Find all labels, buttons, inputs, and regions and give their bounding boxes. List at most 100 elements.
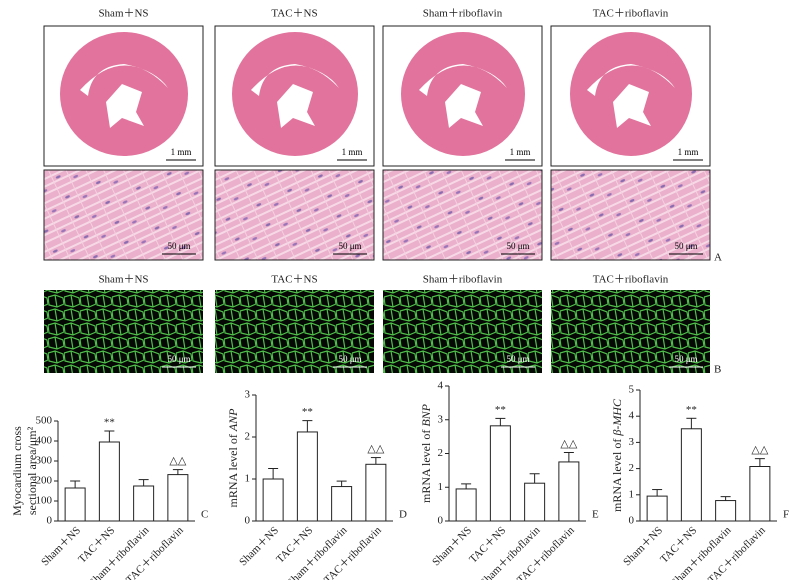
bar [331, 486, 353, 522]
he-image [550, 169, 711, 261]
x-tick-label: Sham＋NS [430, 524, 474, 568]
bar [64, 487, 86, 522]
significance-mark: ** [104, 417, 115, 429]
panel-letter: E [592, 509, 599, 521]
significance-mark: △△ [560, 438, 577, 450]
bar [524, 482, 546, 522]
bar [715, 500, 737, 522]
scale-text: 50 μm [674, 241, 697, 251]
bar [365, 463, 387, 522]
bar [98, 441, 120, 522]
y-tick-label: 200 [36, 475, 53, 487]
y-tick-label: 2 [438, 447, 444, 459]
significance-mark: △△ [367, 443, 384, 455]
bar [262, 478, 284, 522]
bar [749, 466, 771, 522]
panel-letter: F [783, 509, 789, 521]
y-axis-label-part: mRNA level of [226, 431, 240, 507]
y-tick-label: 2 [245, 431, 251, 443]
panel-label: Sham＋riboflavin [423, 274, 503, 286]
panel-label: Sham＋NS [98, 274, 148, 286]
y-tick-label: 400 [36, 435, 53, 447]
y-axis-label-part: β-MHC [610, 398, 624, 437]
scale-text: 50 μm [506, 241, 529, 251]
y-tick-label: 1 [629, 488, 635, 500]
scale-text: 1 mm [171, 147, 192, 157]
fluorescence-image [44, 290, 203, 373]
panel-letter: D [399, 509, 407, 521]
scale-text: 50 μm [167, 241, 190, 251]
x-tick-label: TAC＋riboflavin [322, 524, 384, 580]
bar [296, 431, 318, 522]
x-tick-label: Sham＋NS [237, 524, 281, 568]
significance-mark: △△ [169, 455, 186, 467]
bar [455, 488, 477, 522]
y-tick-label: 4 [629, 410, 635, 422]
panel-label: TAC＋NS [271, 274, 317, 286]
panel-label: Sham＋NS [98, 8, 148, 20]
y-tick-label: 2 [629, 462, 635, 474]
scale-text: 50 μm [506, 354, 529, 364]
significance-mark: ** [302, 406, 313, 418]
x-tick-label: TAC＋riboflavin [515, 524, 577, 580]
panel-letter: A [714, 252, 722, 264]
x-tick-label: TAC＋riboflavin [706, 524, 768, 580]
he-image [214, 169, 375, 261]
panel-letter: B [714, 364, 721, 376]
y-tick-label: 4 [438, 380, 444, 392]
bar [489, 425, 511, 522]
y-axis-label-part: mRNA level of [419, 427, 433, 503]
heart-cavity [419, 64, 507, 128]
panel-label: TAC＋riboflavin [593, 8, 669, 20]
y-tick-label: 300 [36, 455, 53, 467]
scale-text: 50 μm [167, 354, 190, 364]
bar [646, 495, 668, 522]
significance-mark: △△ [751, 444, 768, 456]
y-axis-label: sectional area/μm² [25, 426, 39, 515]
fluorescence-image [215, 290, 374, 373]
y-tick-label: 0 [47, 515, 53, 527]
panel-letter: C [201, 509, 208, 521]
heart-cavity [80, 64, 168, 128]
bar [558, 461, 580, 522]
bar [680, 428, 702, 522]
heart-cavity [587, 64, 675, 128]
bar [167, 474, 189, 522]
scale-text: 50 μm [674, 354, 697, 364]
scale-text: 50 μm [338, 241, 361, 251]
heart-cavity [251, 64, 339, 128]
y-axis-label: Myocardium cross [10, 426, 24, 516]
fluorescence-image [383, 290, 542, 373]
scale-text: 1 mm [678, 147, 699, 157]
y-axis-label: mRNA level of β-MHC [610, 398, 624, 512]
scale-text: 50 μm [338, 354, 361, 364]
y-tick-label: 0 [438, 515, 444, 527]
panel-label: Sham＋riboflavin [423, 8, 503, 20]
y-axis-label: mRNA level of BNP [419, 403, 433, 503]
y-axis-label: mRNA level of ANP [226, 408, 240, 508]
fluorescence-image [551, 290, 710, 373]
panel-label: TAC＋NS [271, 8, 317, 20]
y-axis-label-part: BNP [419, 403, 433, 426]
scale-text: 1 mm [510, 147, 531, 157]
y-tick-label: 5 [629, 384, 635, 396]
y-tick-label: 3 [438, 413, 444, 425]
x-tick-label: TAC＋riboflavin [124, 524, 186, 580]
significance-mark: ** [686, 404, 697, 416]
scale-text: 1 mm [342, 147, 363, 157]
y-tick-label: 100 [36, 495, 53, 507]
y-tick-label: 3 [245, 389, 251, 401]
x-tick-label: Sham＋NS [621, 524, 665, 568]
y-axis-label-part: ANP [226, 408, 240, 432]
y-tick-label: 1 [438, 481, 444, 493]
significance-mark: ** [495, 404, 506, 416]
y-tick-label: 0 [245, 515, 251, 527]
he-image [43, 169, 204, 261]
y-tick-label: 500 [36, 415, 53, 427]
y-axis-label-part: mRNA level of [610, 436, 624, 512]
y-tick-label: 0 [629, 515, 635, 527]
x-tick-label: Sham＋NS [39, 524, 83, 568]
y-tick-label: 3 [629, 436, 635, 448]
panel-label: TAC＋riboflavin [593, 274, 669, 286]
